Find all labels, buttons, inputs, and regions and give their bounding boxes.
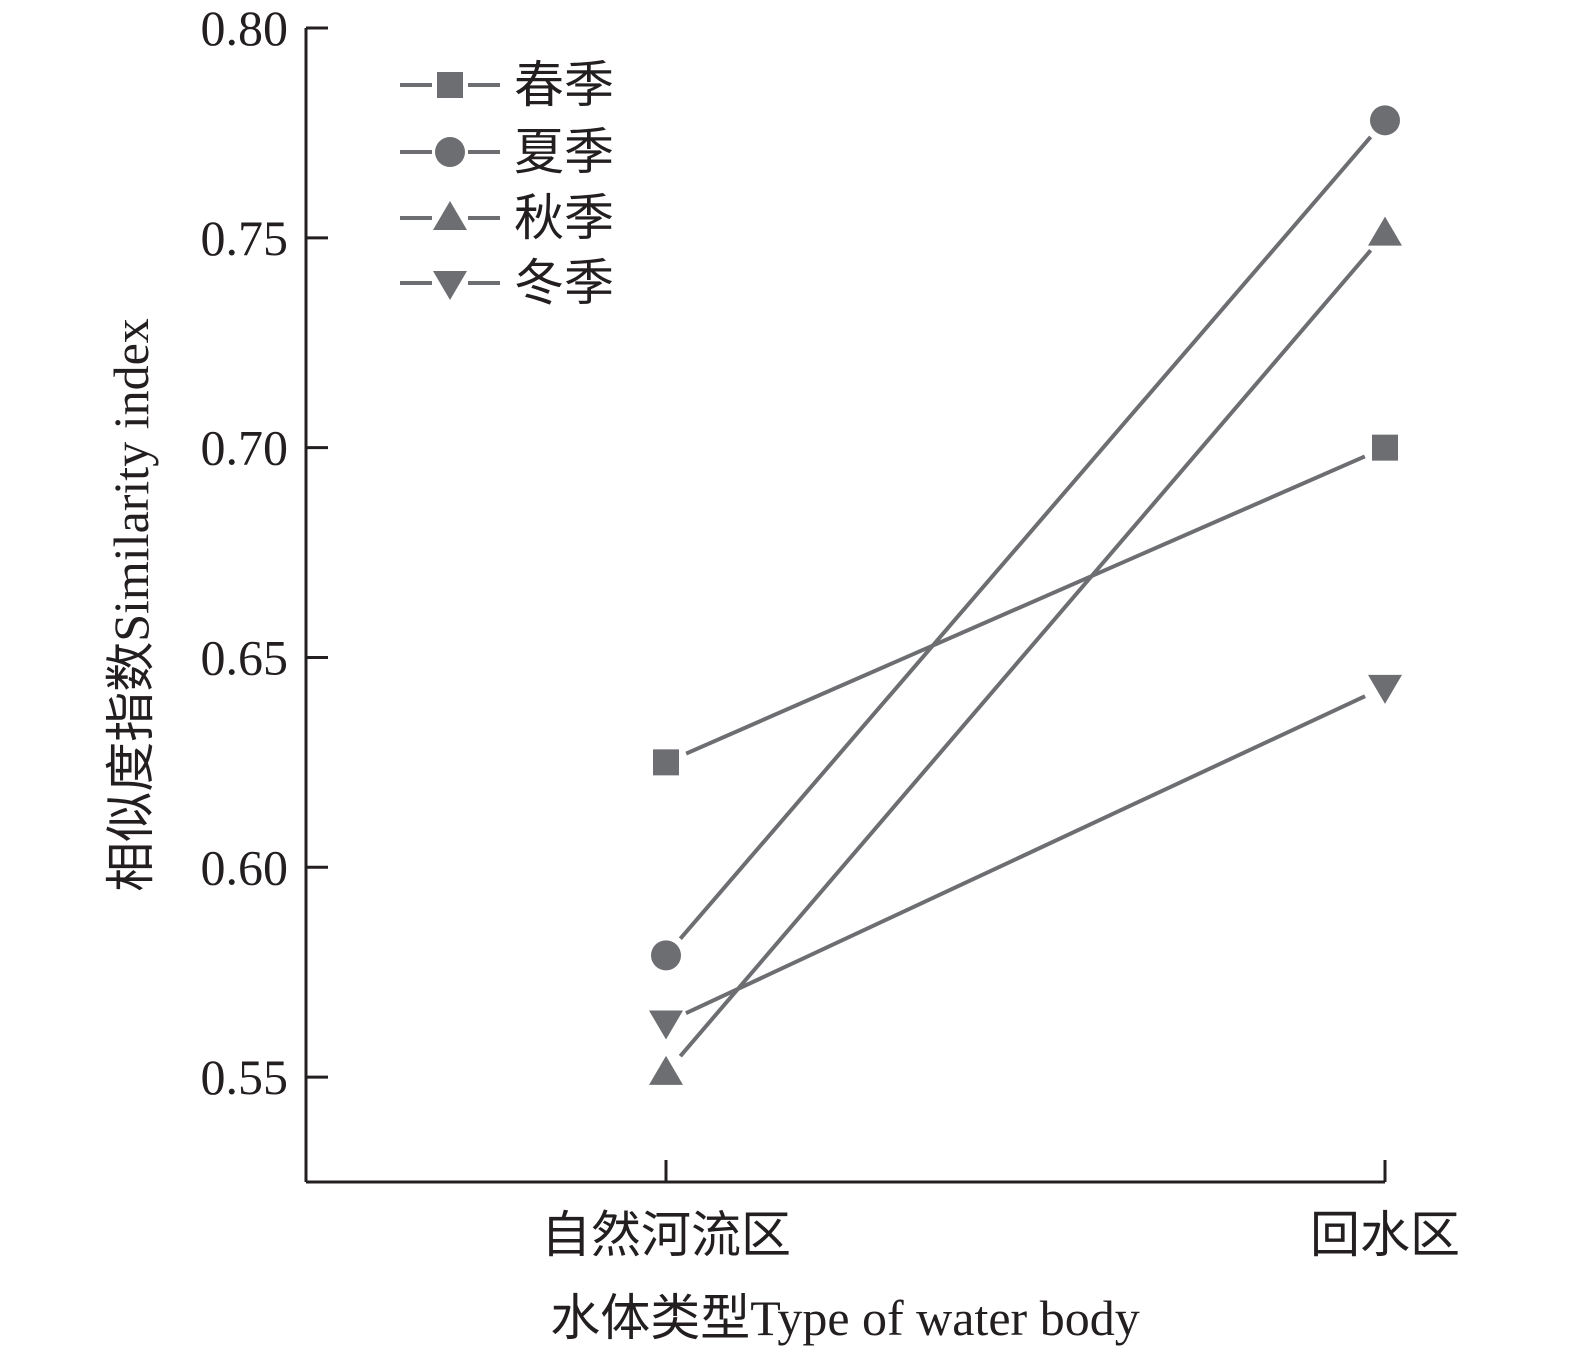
series-line-3 bbox=[678, 249, 1373, 1058]
series-line-1 bbox=[685, 454, 1366, 756]
legend-marker bbox=[435, 137, 465, 167]
legend-marker bbox=[433, 271, 467, 300]
series-4-point bbox=[649, 1010, 683, 1040]
y-axis-title: 相似度指数Similarity index bbox=[103, 318, 159, 892]
x-ticks: 自然河流区 回水区 bbox=[541, 1160, 1460, 1263]
y-tick-label: 0.65 bbox=[201, 629, 289, 685]
x-axis-title: 水体类型Type of water body bbox=[550, 1290, 1139, 1346]
series-2-point bbox=[1370, 105, 1400, 136]
series-line-2 bbox=[678, 135, 1373, 941]
y-tick-label: 0.55 bbox=[201, 1049, 289, 1105]
legend-label: 冬季 bbox=[514, 255, 614, 311]
y-tick-label: 0.80 bbox=[201, 0, 289, 56]
y-tick-label: 0.60 bbox=[201, 839, 289, 895]
y-tick-label: 0.75 bbox=[201, 210, 289, 266]
series-3-point bbox=[649, 1055, 683, 1085]
series-1-point bbox=[1372, 434, 1398, 461]
series-lines bbox=[678, 135, 1373, 1058]
x-tick-label: 自然河流区 bbox=[541, 1207, 791, 1263]
series-line-4 bbox=[685, 694, 1366, 1016]
series-4-point bbox=[1368, 674, 1402, 704]
legend-label: 夏季 bbox=[514, 124, 614, 180]
series-2-point bbox=[651, 940, 681, 971]
legend-label: 春季 bbox=[514, 57, 614, 113]
y-ticks: 0.55 0.60 0.65 0.70 0.75 0.80 bbox=[201, 0, 328, 1105]
series-3-point bbox=[1368, 216, 1402, 246]
legend-marker bbox=[433, 201, 467, 230]
legend-label: 秋季 bbox=[514, 190, 614, 246]
series-1-point bbox=[653, 749, 679, 776]
axes bbox=[304, 28, 1385, 1184]
series-markers bbox=[649, 105, 1402, 1085]
y-tick-label: 0.70 bbox=[201, 420, 289, 476]
legend-marker bbox=[437, 72, 463, 98]
x-tick-label: 回水区 bbox=[1310, 1207, 1460, 1263]
